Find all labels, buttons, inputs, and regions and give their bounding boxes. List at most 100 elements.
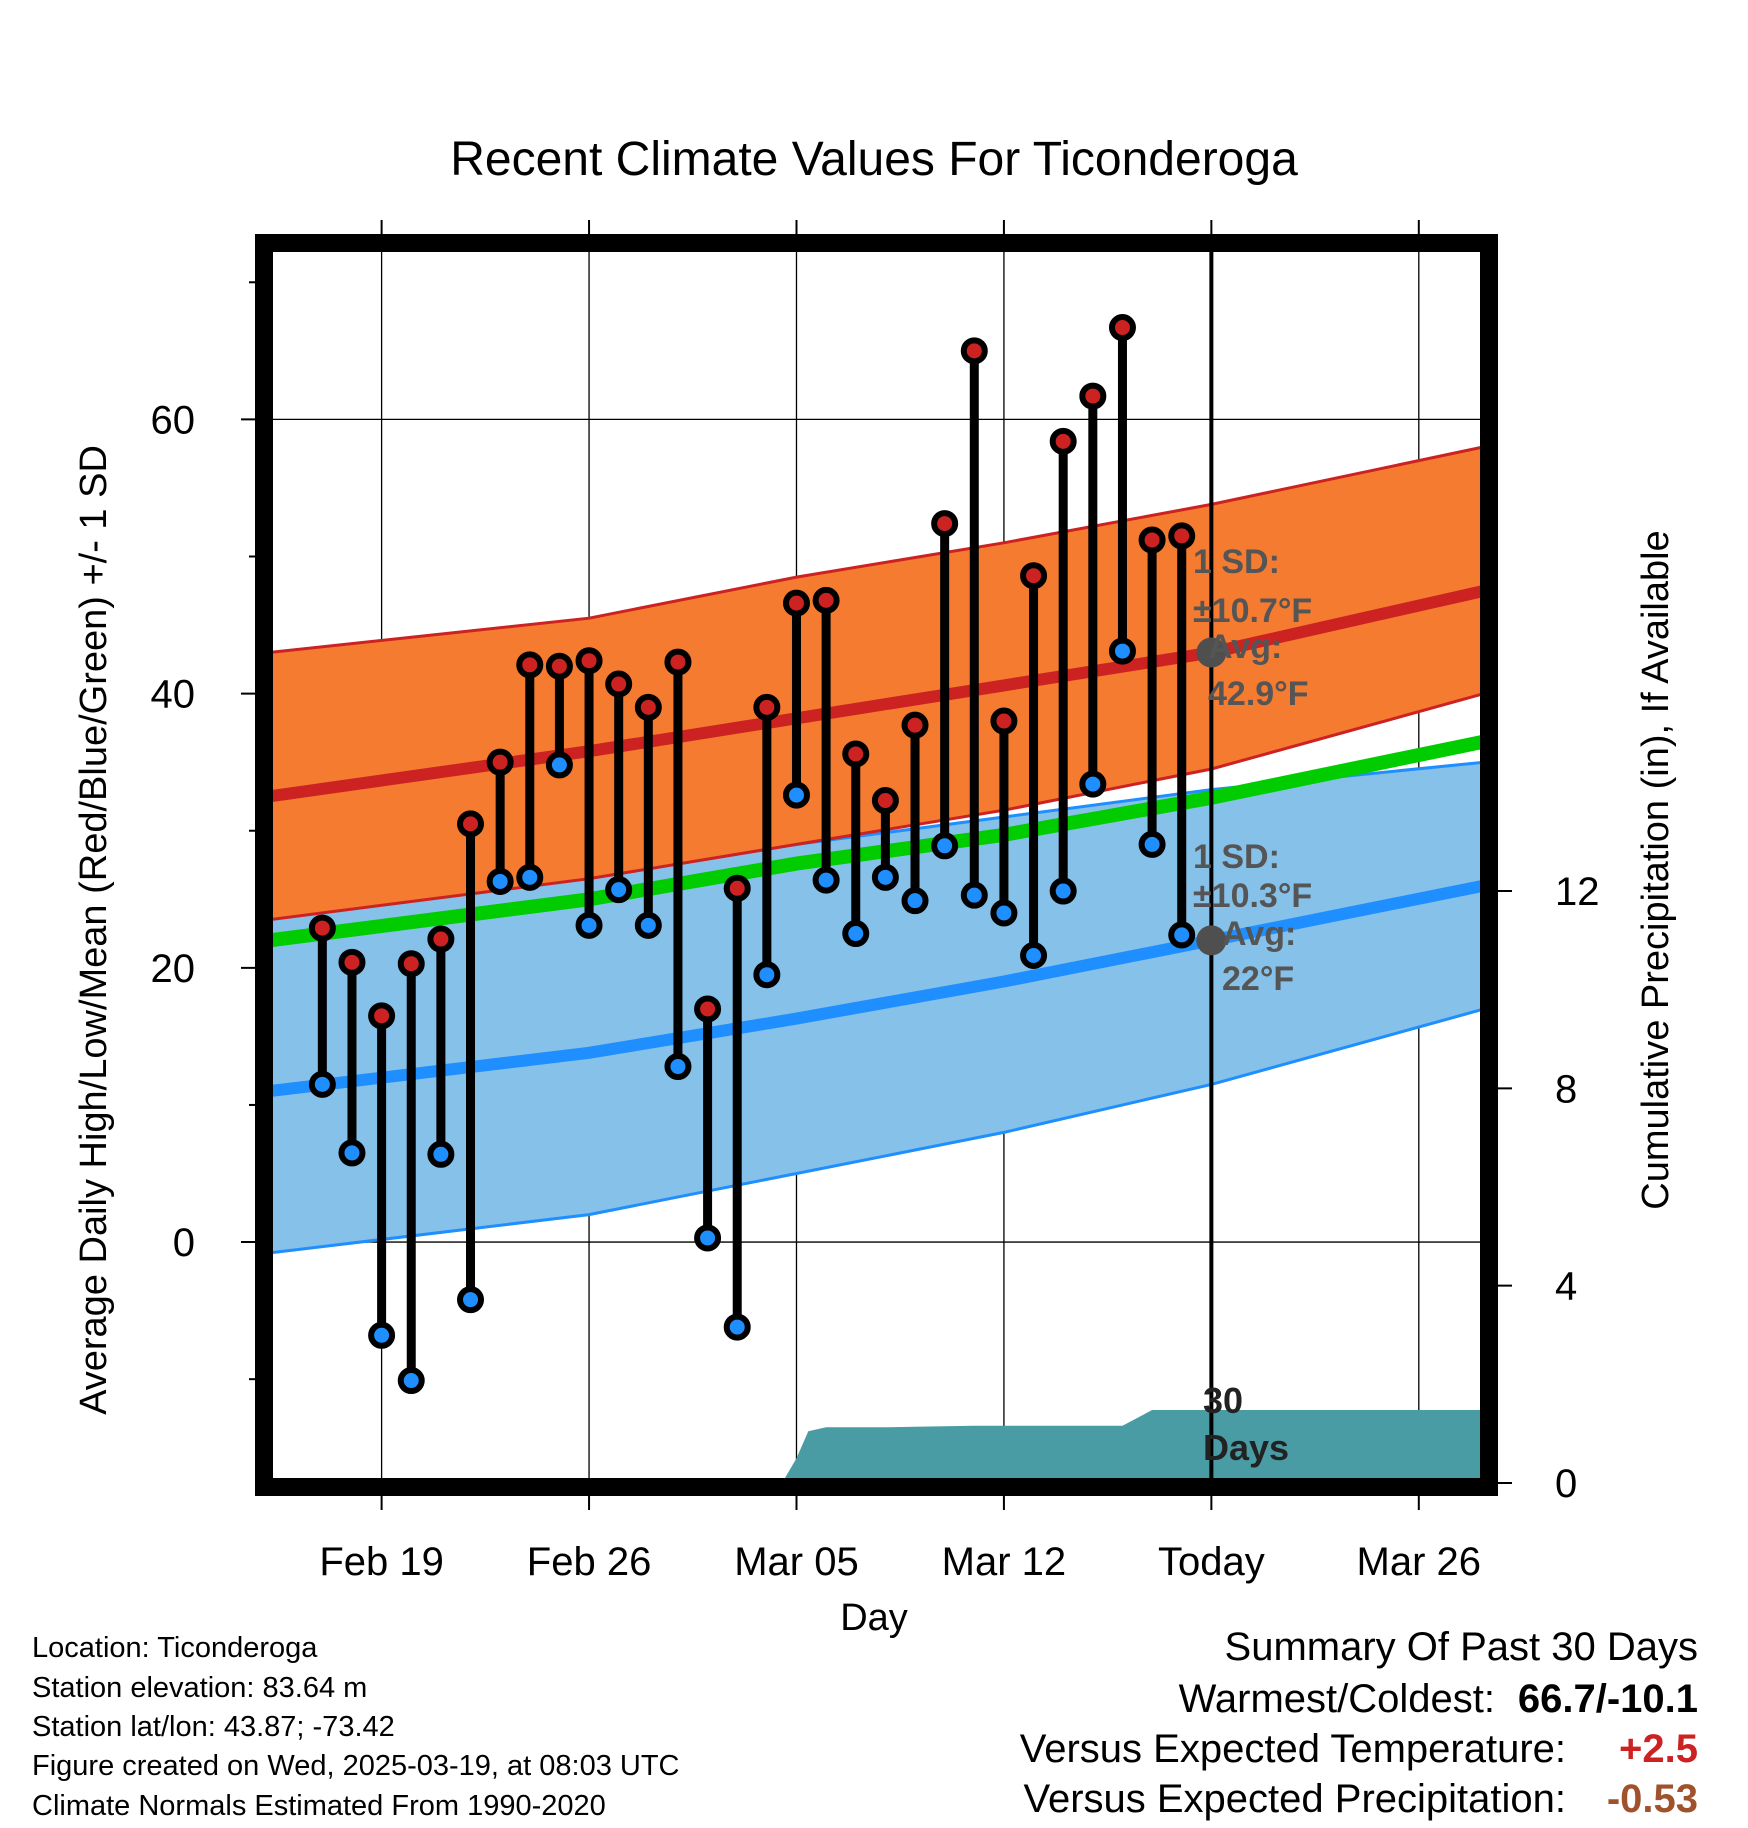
- daily-low-point: [397, 1367, 425, 1395]
- daily-high-point: [723, 874, 751, 902]
- daily-low-point: [723, 1313, 751, 1341]
- y2-axis-label: Cumulative Precipitation (in), If Availa…: [1635, 530, 1677, 1209]
- daily-high-point: [664, 648, 692, 676]
- x-tick-label: Today: [1158, 1540, 1265, 1584]
- daily-low-point: [427, 1140, 455, 1168]
- daily-low-point: [664, 1053, 692, 1081]
- normal-mean-line: [269, 734, 1484, 948]
- daily-high-point: [427, 925, 455, 953]
- daily-low-point: [931, 832, 959, 860]
- y-tick-label: 40: [151, 673, 196, 717]
- summary-precip-value: -0.53: [1607, 1777, 1698, 1821]
- annotation-high-avg: Avg:: [1208, 628, 1282, 666]
- daily-low-point: [782, 781, 810, 809]
- daily-low-point: [842, 920, 870, 948]
- daily-high-point: [486, 748, 514, 776]
- daily-low-point: [1138, 830, 1166, 858]
- y-tick-label: 60: [151, 398, 196, 442]
- daily-low-point: [1108, 637, 1136, 665]
- daily-low-point: [457, 1286, 485, 1314]
- daily-low-point: [486, 867, 514, 895]
- summary-temp-label: Versus Expected Temperature:: [1020, 1727, 1566, 1771]
- daily-high-point: [990, 707, 1018, 735]
- daily-high-point: [368, 1002, 396, 1030]
- daily-low-point: [990, 899, 1018, 927]
- daily-high-point: [901, 711, 929, 739]
- normal-low-line: [269, 879, 1484, 1098]
- daily-high-point: [1020, 562, 1048, 590]
- daily-high-point: [753, 693, 781, 721]
- daily-low-point: [605, 876, 633, 904]
- daily-low-point: [960, 881, 988, 909]
- daily-high-point: [871, 787, 899, 815]
- daily-low-point: [694, 1224, 722, 1252]
- daily-high-point: [457, 810, 485, 838]
- x-tick-label: Mar 26: [1357, 1540, 1482, 1584]
- daily-high-point: [605, 670, 633, 698]
- footer-created: Figure created on Wed, 2025-03-19, at 08…: [32, 1750, 680, 1782]
- annotation-high-sd: 1 SD:: [1193, 543, 1280, 581]
- annotation-low-sd-value: ±10.3°F: [1193, 877, 1312, 915]
- daily-high-point: [1168, 522, 1196, 550]
- x-axis-label: Day: [840, 1597, 908, 1639]
- daily-low-point: [545, 751, 573, 779]
- daily-high-point: [338, 948, 366, 976]
- footer-latlon: Station lat/lon: 43.87; -73.42: [32, 1711, 395, 1743]
- annotation-low-avg-value: 22°F: [1222, 960, 1294, 998]
- daily-high-point: [397, 950, 425, 978]
- daily-high-point: [516, 651, 544, 679]
- daily-high-point: [308, 914, 336, 942]
- x-tick-label: Mar 12: [942, 1540, 1067, 1584]
- annotation-low-sd: 1 SD:: [1193, 838, 1280, 876]
- daily-high-point: [545, 652, 573, 680]
- x-tick-label: Feb 26: [527, 1540, 652, 1584]
- y2-tick-label: 8: [1555, 1067, 1577, 1111]
- summary-warm-cold-value: 66.7/-10.1: [1518, 1677, 1698, 1721]
- axes: Feb 19 Feb 26 Mar 05 Mar 12 Today Mar 2602040…: [151, 220, 1600, 1584]
- footer-location: Location: Ticonderoga: [32, 1632, 318, 1664]
- daily-high-point: [694, 995, 722, 1023]
- daily-high-point: [1079, 382, 1107, 410]
- chart-title: Recent Climate Values For Ticonderoga: [450, 133, 1298, 186]
- precip-cumulative-area: [653, 1410, 1484, 1482]
- daily-low-point: [516, 863, 544, 891]
- summary-precip-label: Versus Expected Precipitation:: [1023, 1777, 1566, 1821]
- daily-high-point: [842, 740, 870, 768]
- summary-panel: Summary Of Past 30 Days Warmest/Coldest:…: [1020, 1625, 1698, 1821]
- daily-low-point: [1168, 921, 1196, 949]
- today-low-avg-marker: [1196, 925, 1227, 956]
- daily-low-point: [901, 887, 929, 915]
- summary-title: Summary Of Past 30 Days: [1225, 1625, 1698, 1669]
- daily-low-point: [1079, 770, 1107, 798]
- y-axis-label: Average Daily High/Low/Mean (Red/Blue/Gr…: [73, 445, 115, 1415]
- daily-high-point: [575, 647, 603, 675]
- daily-high-point: [931, 510, 959, 538]
- precip-days-word: Days: [1203, 1427, 1289, 1468]
- daily-high-point: [1138, 526, 1166, 554]
- daily-low-point: [1049, 877, 1077, 905]
- daily-low-point: [308, 1070, 336, 1098]
- annotation-high-avg-value: 42.9°F: [1208, 675, 1309, 713]
- y2-tick-label: 12: [1555, 870, 1600, 914]
- daily-low-point: [368, 1321, 396, 1349]
- daily-low-point: [871, 863, 899, 891]
- daily-high-point: [1049, 427, 1077, 455]
- plot-frame: [255, 234, 1498, 1496]
- daily-low-point: [812, 866, 840, 894]
- precip-days-count: 30: [1203, 1380, 1243, 1421]
- daily-low-point: [575, 911, 603, 939]
- footer-info: Location: Ticonderoga Station elevation:…: [32, 1632, 680, 1822]
- annotation-high-sd-value: ±10.7°F: [1193, 592, 1312, 630]
- today-high-avg-marker: [1196, 637, 1227, 668]
- summary-temp-value: +2.5: [1619, 1727, 1698, 1771]
- daily-low-point: [338, 1139, 366, 1167]
- y2-tick-label: 0: [1555, 1462, 1577, 1506]
- footer-elevation: Station elevation: 83.64 m: [32, 1672, 367, 1704]
- daily-low-point: [1020, 941, 1048, 969]
- daily-low-point: [634, 911, 662, 939]
- daily-high-point: [812, 586, 840, 614]
- summary-warm-cold-label: Warmest/Coldest:: [1179, 1677, 1495, 1721]
- y-tick-label: 0: [173, 1221, 195, 1265]
- x-tick-label: Mar 05: [734, 1540, 859, 1584]
